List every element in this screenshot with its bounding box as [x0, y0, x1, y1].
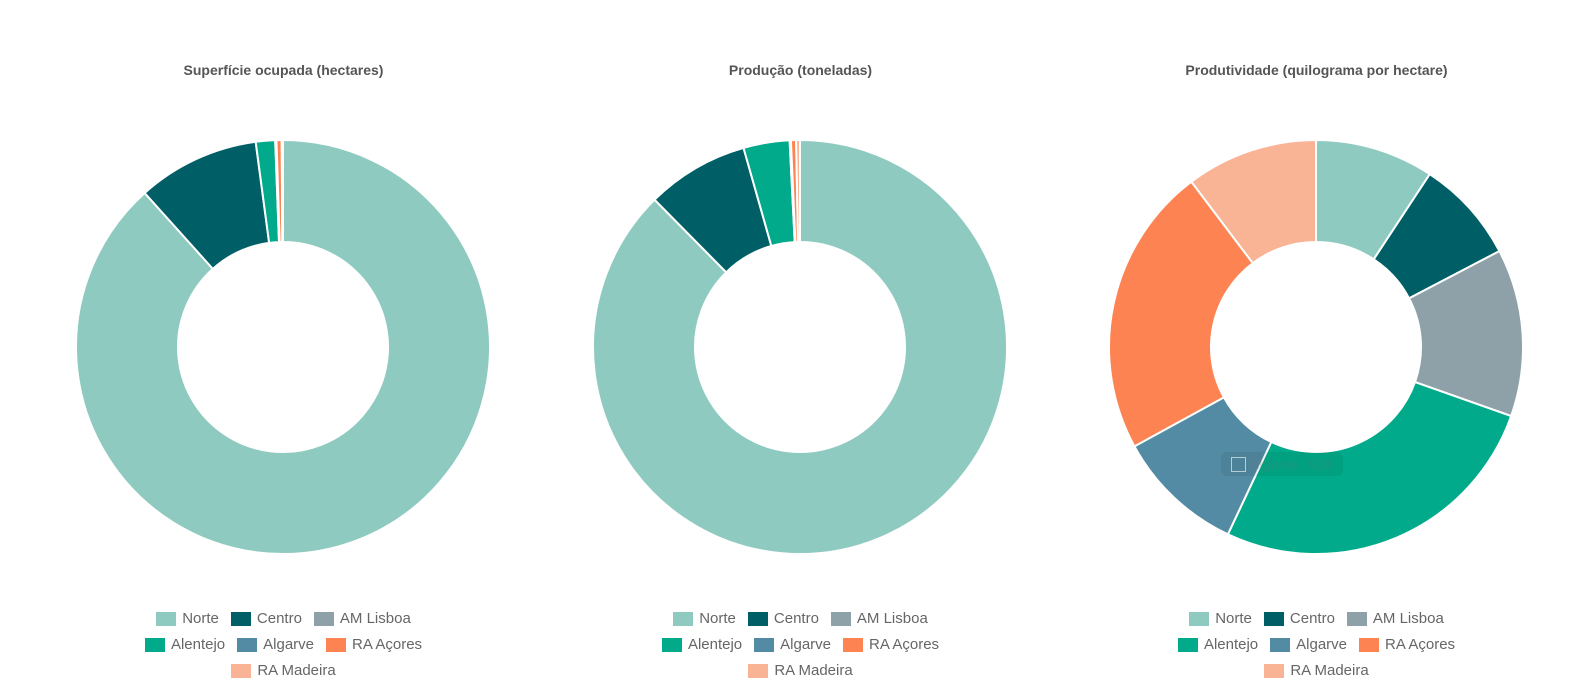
legend-label: Centro: [1289, 610, 1335, 627]
legend-label: RA Madeira: [774, 662, 853, 679]
legend-label: Algarve: [1296, 636, 1348, 653]
chart-superficie: Superfície ocupada (hectares) Norte Centr…: [25, 0, 542, 685]
legend-swatch: [1264, 664, 1285, 678]
legend-item-centro[interactable]: Centro: [747, 610, 819, 628]
legend-item-norte[interactable]: Norte: [1189, 610, 1252, 628]
legend-item-alentejo[interactable]: Alentejo: [661, 636, 743, 654]
legend-label: Alentejo: [687, 636, 743, 653]
legend: Norte Centro AM Lisboa Alentejo Algarve RA Aç…: [1058, 610, 1575, 680]
legend-swatch: [231, 664, 252, 678]
legend-label: AM Lisboa: [1372, 610, 1444, 627]
chart-producao: Produção (toneladas) Norte Centro AM Lisbo…: [542, 0, 1059, 685]
legend-item-norte[interactable]: Norte: [156, 610, 219, 628]
tooltip-value: 918: [1309, 456, 1333, 472]
legend-swatch: [1270, 638, 1291, 652]
legend-item-centro[interactable]: Centro: [230, 610, 302, 628]
legend-swatch: [747, 612, 768, 626]
legend-swatch: [748, 664, 769, 678]
legend-label: Norte: [182, 610, 219, 627]
legend-label: Norte: [699, 610, 736, 627]
legend-label: AM Lisboa: [856, 610, 928, 627]
legend-item-ra-madeira[interactable]: RA Madeira: [748, 662, 853, 680]
tooltip-label: Algarve: [1250, 456, 1298, 472]
legend-item-ra-açores[interactable]: RA Açores: [1359, 636, 1455, 654]
legend-swatch: [830, 612, 851, 626]
legend-item-ra-madeira[interactable]: RA Madeira: [1264, 662, 1369, 680]
legend-label: Alentejo: [170, 636, 226, 653]
legend-label: RA Açores: [1385, 636, 1456, 653]
donut-chart[interactable]: [542, 100, 1059, 595]
legend-swatch: [754, 638, 775, 652]
legend-swatch: [230, 612, 251, 626]
legend: Norte Centro AM Lisboa Alentejo Algarve RA Aç…: [25, 610, 542, 680]
legend-swatch: [156, 612, 177, 626]
legend-label: AM Lisboa: [339, 610, 411, 627]
legend-item-ra-madeira[interactable]: RA Madeira: [231, 662, 336, 680]
slice-alentejo[interactable]: [1226, 380, 1513, 555]
legend-swatch: [1177, 638, 1198, 652]
tooltip-swatch: [1231, 456, 1246, 472]
legend-item-am-lisboa[interactable]: AM Lisboa: [1346, 610, 1444, 628]
legend-swatch: [843, 638, 864, 652]
legend-label: RA Açores: [352, 636, 423, 653]
legend-swatch: [313, 612, 334, 626]
legend-label: RA Açores: [869, 636, 940, 653]
slice-ra-açores[interactable]: [1108, 180, 1255, 448]
legend-swatch: [326, 638, 347, 652]
legend-swatch: [1346, 612, 1367, 626]
legend-label: Centro: [773, 610, 819, 627]
legend-label: Centro: [256, 610, 302, 627]
slice-norte[interactable]: [75, 138, 491, 555]
legend-swatch: [144, 638, 165, 652]
legend-swatch: [1263, 612, 1284, 626]
hover-tooltip: Algarve : 918: [1221, 452, 1343, 476]
legend-item-ra-açores[interactable]: RA Açores: [843, 636, 939, 654]
legend-item-algarve[interactable]: Algarve: [754, 636, 831, 654]
legend-swatch: [661, 638, 682, 652]
legend-label: Norte: [1215, 610, 1252, 627]
legend-label: RA Madeira: [257, 662, 336, 679]
legend-item-algarve[interactable]: Algarve: [237, 636, 314, 654]
legend-item-centro[interactable]: Centro: [1263, 610, 1335, 628]
chart-title: Superfície ocupada (hectares): [183, 62, 384, 78]
legend-item-norte[interactable]: Norte: [673, 610, 736, 628]
legend-swatch: [1359, 638, 1380, 652]
legend-label: Algarve: [780, 636, 832, 653]
legend-item-alentejo[interactable]: Alentejo: [144, 636, 226, 654]
slice-ra-madeira[interactable]: [795, 138, 801, 244]
legend-item-ra-açores[interactable]: RA Açores: [326, 636, 422, 654]
legend-label: RA Madeira: [1290, 662, 1369, 679]
donut-chart[interactable]: [1058, 100, 1575, 595]
chart-title: Produção (toneladas): [728, 62, 873, 78]
legend-item-algarve[interactable]: Algarve: [1270, 636, 1347, 654]
chart-title: Produtividade (quilograma por hectare): [1185, 62, 1448, 78]
legend-label: Algarve: [263, 636, 315, 653]
legend-item-alentejo[interactable]: Alentejo: [1177, 636, 1259, 654]
legend-label: Alentejo: [1203, 636, 1259, 653]
slice-ra-madeira[interactable]: [1189, 138, 1317, 265]
slice-ra-madeira[interactable]: [280, 138, 284, 244]
donut-chart[interactable]: [25, 100, 542, 595]
legend-swatch: [237, 638, 258, 652]
legend-swatch: [673, 612, 694, 626]
legend-swatch: [1189, 612, 1210, 626]
legend: Norte Centro AM Lisboa Alentejo Algarve RA Aç…: [542, 610, 1059, 680]
chart-produtividade: Produtividade (quilograma por hectare) N…: [1058, 0, 1575, 685]
legend-item-am-lisboa[interactable]: AM Lisboa: [830, 610, 928, 628]
legend-item-am-lisboa[interactable]: AM Lisboa: [313, 610, 411, 628]
